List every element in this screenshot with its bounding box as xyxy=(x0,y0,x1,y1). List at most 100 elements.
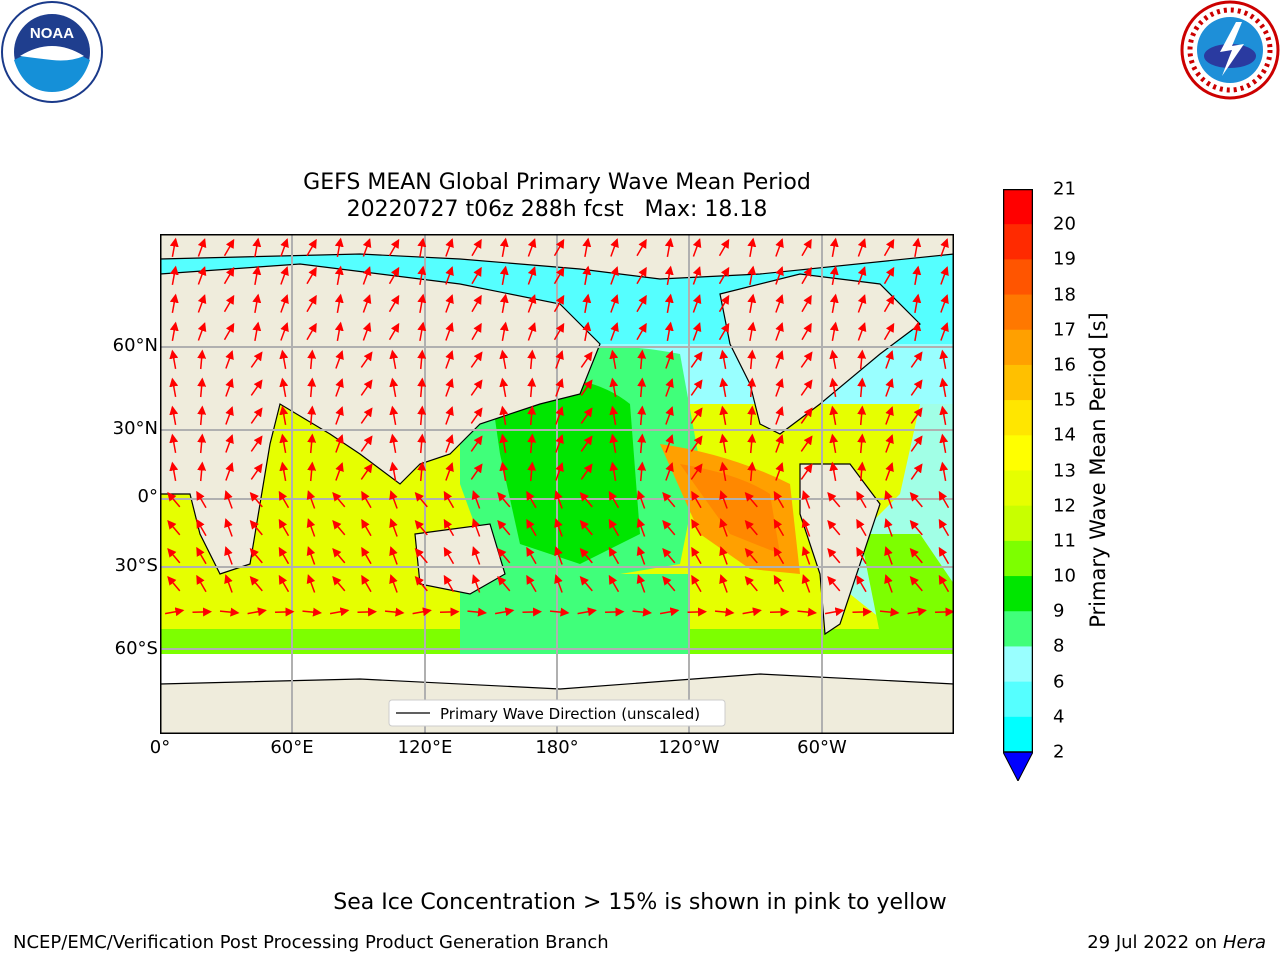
wave-arrow xyxy=(636,490,646,509)
wave-arrow xyxy=(909,547,923,564)
wave-arrow xyxy=(412,607,432,617)
wave-arrow xyxy=(747,405,757,426)
wave-arrow xyxy=(912,237,922,258)
noaa-logo-text: NOAA xyxy=(30,25,74,42)
wave-arrow xyxy=(250,435,263,452)
wave-arrow xyxy=(747,265,757,286)
wave-arrow xyxy=(445,434,454,453)
nws-logo xyxy=(1180,0,1280,100)
wave-arrow xyxy=(225,350,234,369)
wave-arrow xyxy=(471,238,482,257)
wave-arrow xyxy=(357,607,377,617)
wave-arrow xyxy=(278,546,290,565)
wave-arrow xyxy=(665,350,674,369)
wave-arrow xyxy=(223,294,235,313)
colorbar-band xyxy=(1003,224,1033,260)
colorbar-tick-label: 14 xyxy=(1053,424,1076,446)
wave-arrow xyxy=(499,293,509,314)
wave-arrow xyxy=(829,349,839,370)
wave-arrow xyxy=(197,266,207,285)
wave-arrow xyxy=(829,237,839,258)
footer-machine: Hera xyxy=(1222,932,1266,953)
wave-arrow xyxy=(719,574,728,593)
wave-arrow xyxy=(361,490,372,509)
wave-arrow xyxy=(197,322,207,341)
wave-arrow xyxy=(417,461,427,482)
wave-arrow xyxy=(662,491,676,508)
wave-arrow xyxy=(249,491,263,508)
lat-label-60s: 60°S xyxy=(114,638,158,659)
wave-arrow xyxy=(800,407,813,424)
wave-arrow xyxy=(278,490,290,509)
wave-arrow xyxy=(280,294,289,313)
wave-arrow xyxy=(690,407,703,424)
wave-arrow xyxy=(609,433,619,454)
wave-arrow xyxy=(553,238,565,257)
wave-arrow xyxy=(497,547,511,564)
colorbar-tick-label: 4 xyxy=(1053,706,1065,728)
colorbar-tick-label: 8 xyxy=(1053,635,1065,657)
wave-arrow xyxy=(714,607,735,617)
lon-label-120w: 120°W xyxy=(658,737,720,758)
colorbar-band xyxy=(1003,646,1033,683)
wave-arrow xyxy=(389,377,399,398)
wave-arrow xyxy=(939,461,949,482)
wave-arrow xyxy=(306,238,317,257)
wave-arrow xyxy=(775,294,784,313)
wave-direction-arrows xyxy=(164,237,954,617)
wave-arrow xyxy=(252,293,262,314)
wave-arrow xyxy=(910,351,923,368)
colorbar-tick-label: 10 xyxy=(1053,565,1076,587)
footer-date: 29 Jul 2022 on Hera xyxy=(1087,932,1266,953)
wave-arrow xyxy=(801,490,811,509)
wave-arrow xyxy=(196,490,207,509)
wave-arrow xyxy=(934,607,954,617)
wave-arrow xyxy=(497,575,511,592)
wave-arrow xyxy=(362,266,372,285)
colorbar-tick-label: 9 xyxy=(1053,600,1065,622)
wave-arrow xyxy=(554,574,563,593)
wave-arrow xyxy=(637,377,647,398)
wave-arrow xyxy=(636,546,646,565)
wave-arrow xyxy=(169,265,179,286)
wave-arrow xyxy=(249,547,263,564)
wave-arrow xyxy=(910,379,923,396)
wave-arrow xyxy=(332,491,346,508)
wave-arrow xyxy=(938,574,950,593)
wave-arrow xyxy=(938,518,950,537)
wave-arrow xyxy=(747,237,757,258)
wave-arrow xyxy=(196,574,207,593)
wave-arrow xyxy=(582,237,592,258)
wave-arrow xyxy=(555,434,564,453)
wave-arrow xyxy=(856,546,867,565)
wave-arrow xyxy=(775,350,784,369)
wave-arrow xyxy=(857,405,867,426)
wave-arrow xyxy=(719,405,729,426)
lon-label-60e: 60°E xyxy=(270,737,314,758)
wave-arrow xyxy=(499,461,509,482)
wave-arrow xyxy=(197,461,207,482)
wave-arrow xyxy=(360,463,373,480)
wave-arrow xyxy=(690,463,703,480)
wave-arrow xyxy=(857,238,867,257)
wave-arrow xyxy=(883,266,895,285)
wave-arrow xyxy=(664,237,674,258)
wave-arrow xyxy=(742,607,762,617)
wave-arrow xyxy=(801,238,812,257)
wave-arrow xyxy=(580,407,593,424)
wave-arrow xyxy=(769,607,790,617)
wave-arrow xyxy=(335,434,344,453)
wave-arrow xyxy=(773,518,785,537)
wave-arrow xyxy=(471,546,481,565)
wave-arrow xyxy=(719,518,728,537)
wave-arrow xyxy=(279,433,289,454)
wave-arrow xyxy=(471,266,482,285)
wave-arrow xyxy=(907,607,927,617)
wave-arrow xyxy=(938,546,950,565)
wave-arrow xyxy=(526,518,537,537)
wave-arrow xyxy=(414,575,428,592)
lat-label-30s: 30°S xyxy=(114,555,158,576)
wave-arrow xyxy=(499,321,509,342)
wave-arrow xyxy=(414,519,428,536)
wave-arrow xyxy=(302,607,322,617)
